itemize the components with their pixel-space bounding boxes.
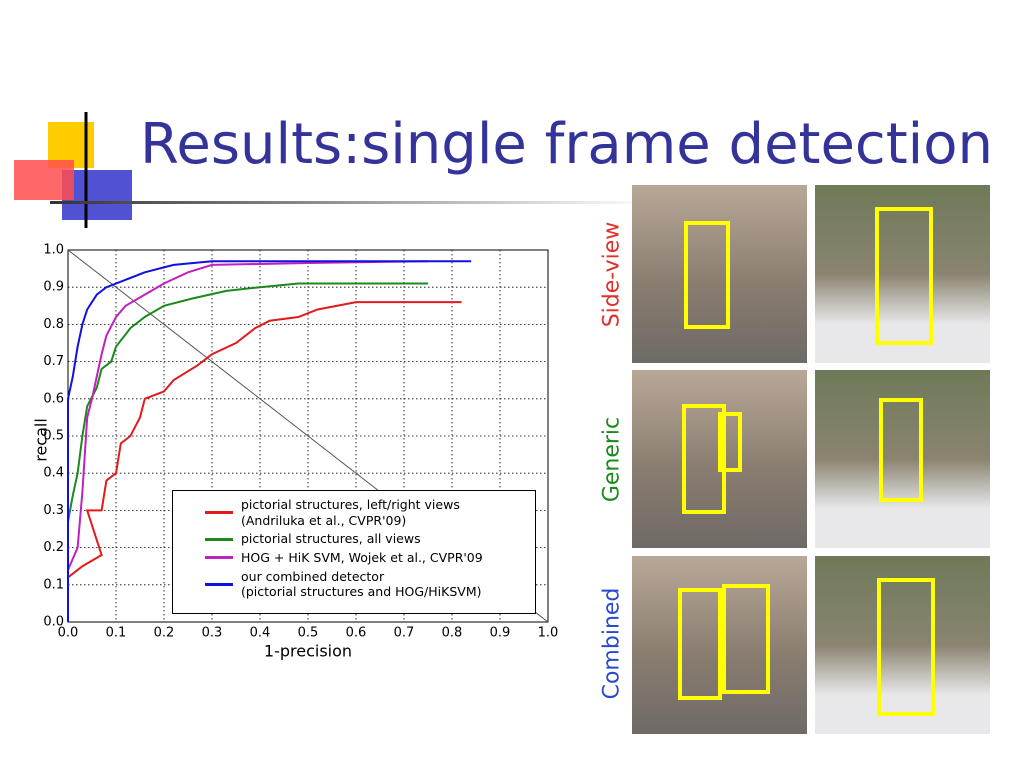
legend-label: pictorial structures, left/right views (… xyxy=(241,497,460,528)
y-tick-label: 0.0 xyxy=(43,615,64,630)
legend-label: HOG + HiK SVM, Wojek et al., CVPR'09 xyxy=(241,549,483,565)
row-label: Combined xyxy=(599,587,625,700)
photo xyxy=(632,185,807,363)
y-tick-label: 0.8 xyxy=(43,317,64,332)
series-line xyxy=(67,301,462,579)
x-tick-label: 0.4 xyxy=(250,626,271,641)
slide-title: Results:single frame detection xyxy=(140,112,993,177)
y-axis-label: recall xyxy=(32,418,51,462)
y-tick-label: 0.6 xyxy=(43,391,64,406)
row-label: Generic xyxy=(599,416,625,503)
x-tick-label: 0.1 xyxy=(106,626,127,641)
y-tick-label: 0.2 xyxy=(43,540,64,555)
photo xyxy=(815,370,990,548)
x-tick-label: 0.5 xyxy=(298,626,319,641)
x-axis-label: 1-precision xyxy=(264,642,352,661)
y-tick-label: 0.7 xyxy=(43,354,64,369)
title-rule xyxy=(50,201,650,204)
legend: pictorial structures, left/right views (… xyxy=(172,490,536,614)
legend-entry: HOG + HiK SVM, Wojek et al., CVPR'09 xyxy=(173,550,535,566)
x-tick-label: 0.2 xyxy=(154,626,175,641)
legend-entry: pictorial structures, all views xyxy=(173,531,535,547)
legend-entry: pictorial structures, left/right views (… xyxy=(173,497,535,528)
x-tick-label: 0.7 xyxy=(394,626,415,641)
legend-swatch xyxy=(205,556,233,560)
y-tick-label: 0.9 xyxy=(43,280,64,295)
y-tick-label: 0.3 xyxy=(43,503,64,518)
series-line xyxy=(67,260,472,622)
photo xyxy=(632,556,807,734)
x-tick-label: 0.6 xyxy=(346,626,367,641)
decoration xyxy=(14,112,140,228)
photo xyxy=(815,185,990,363)
y-tick-label: 0.1 xyxy=(43,577,64,592)
x-tick-label: 0.9 xyxy=(490,626,511,641)
legend-swatch xyxy=(205,537,233,541)
row-label: Side-view xyxy=(599,221,625,328)
series-line xyxy=(67,260,429,571)
photo xyxy=(815,556,990,734)
x-tick-label: 0.8 xyxy=(442,626,463,641)
x-tick-label: 0.3 xyxy=(202,626,223,641)
photo xyxy=(632,370,807,548)
y-tick-label: 0.4 xyxy=(43,466,64,481)
legend-swatch xyxy=(205,511,233,515)
y-tick-label: 1.0 xyxy=(43,243,64,258)
x-tick-label: 1.0 xyxy=(538,626,559,641)
series-line xyxy=(67,282,428,522)
legend-swatch xyxy=(205,582,233,586)
y-tick-label: 0.5 xyxy=(43,429,64,444)
legend-entry: our combined detector (pictorial structu… xyxy=(173,569,535,600)
legend-label: our combined detector (pictorial structu… xyxy=(241,568,482,600)
x-tick-label: 0.0 xyxy=(58,626,79,641)
legend-label: pictorial structures, all views xyxy=(241,531,421,547)
